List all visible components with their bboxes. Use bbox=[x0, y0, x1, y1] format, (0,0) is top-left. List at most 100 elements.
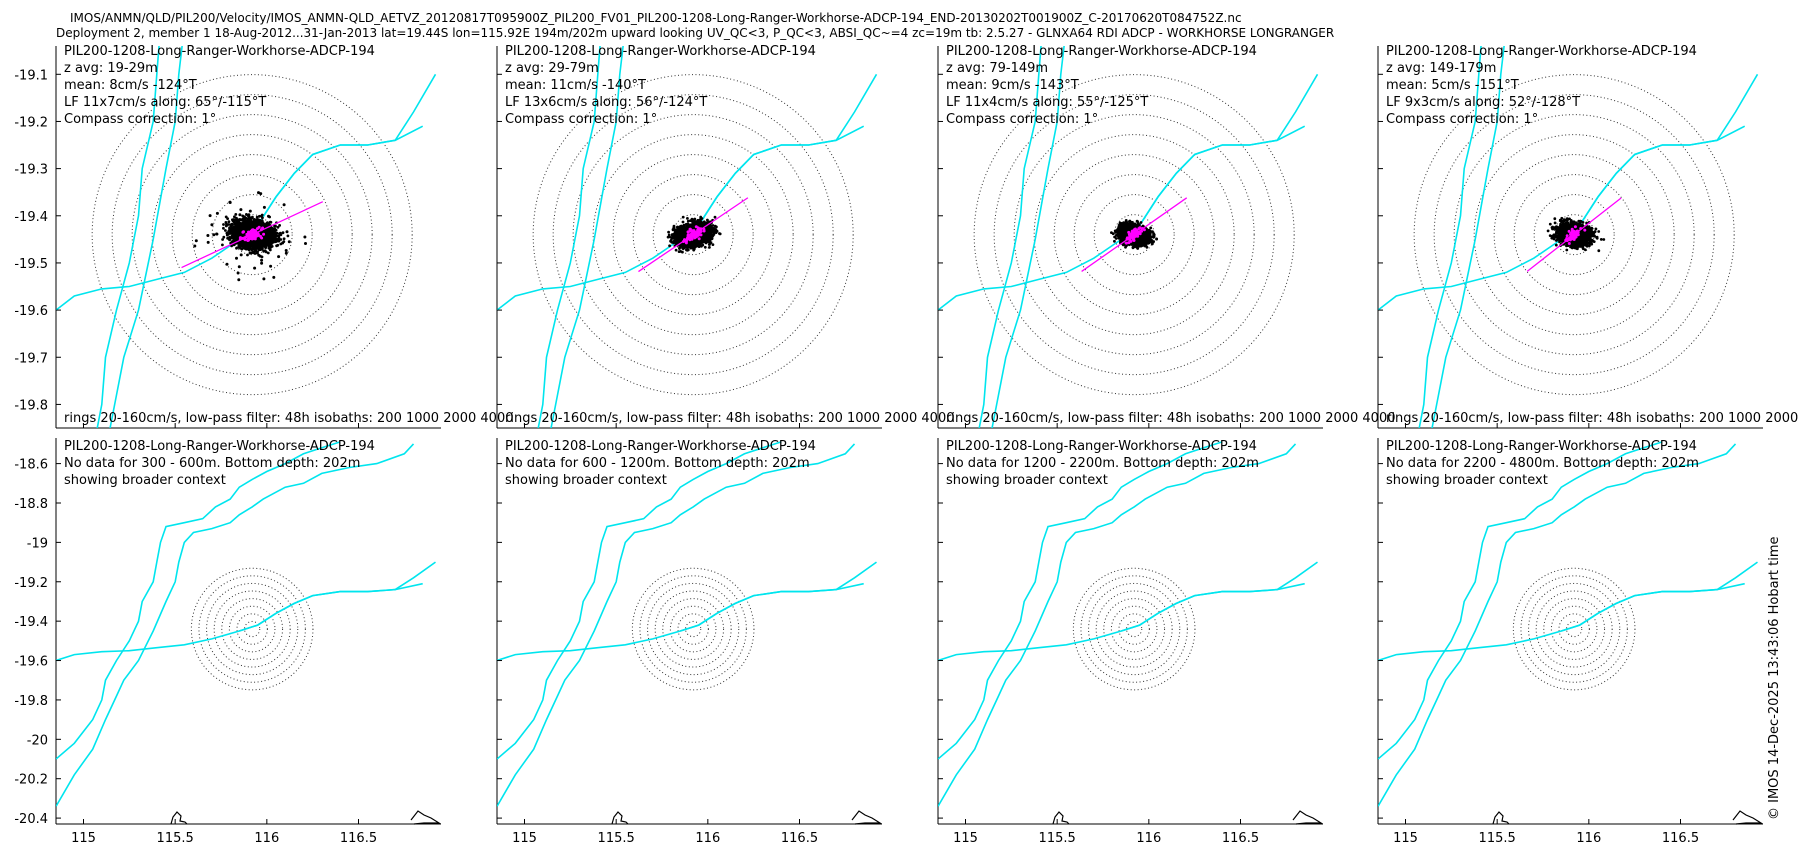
y-tick-label: -19.5 bbox=[14, 257, 48, 272]
top-panel-1-isobath-1000 bbox=[109, 46, 183, 428]
scatter-point bbox=[681, 247, 685, 251]
scatter-point bbox=[264, 246, 268, 250]
scatter-point bbox=[233, 215, 236, 219]
scatter-point bbox=[273, 227, 276, 231]
panel-footer-legend: rings 20-160cm/s, low-pass filter: 48h i… bbox=[64, 411, 514, 426]
scatter-point bbox=[246, 225, 250, 229]
scatter-point bbox=[276, 225, 280, 229]
scatter-point bbox=[256, 242, 259, 246]
scatter-outlier bbox=[253, 266, 257, 270]
scatter-point bbox=[235, 230, 239, 234]
scatter-point bbox=[269, 234, 272, 238]
scatter-point bbox=[231, 232, 234, 236]
scatter-point bbox=[237, 228, 241, 232]
scatter-point bbox=[265, 229, 269, 233]
scatter-point bbox=[278, 232, 281, 236]
scatter-point bbox=[226, 236, 230, 240]
top-panel-2-isobath-4000 bbox=[679, 73, 878, 241]
credit-stamp: © IMOS 14-Dec-2025 13:43:06 Hobart time bbox=[1767, 536, 1782, 820]
scatter-point bbox=[222, 235, 226, 239]
scatter-point bbox=[708, 246, 711, 249]
scatter-point bbox=[242, 223, 246, 226]
scatter-outlier bbox=[262, 205, 266, 209]
scatter-outlier bbox=[239, 253, 243, 257]
scatter-outlier bbox=[284, 249, 288, 252]
scatter-point bbox=[239, 225, 242, 229]
scatter-point bbox=[681, 250, 684, 254]
scatter-point bbox=[230, 236, 234, 240]
scatter-point bbox=[685, 248, 689, 252]
lowpass-point bbox=[249, 229, 253, 233]
scatter-outlier bbox=[260, 261, 264, 265]
top-panel-1-ring bbox=[191, 174, 313, 296]
scatter-point bbox=[269, 246, 272, 249]
scatter-point bbox=[248, 251, 252, 255]
scatter-point bbox=[221, 238, 225, 241]
scatter-point bbox=[268, 220, 272, 224]
scatter-point bbox=[708, 229, 712, 233]
scatter-point bbox=[238, 222, 242, 226]
scatter-outlier bbox=[260, 258, 264, 262]
lowpass-point bbox=[257, 233, 261, 237]
scatter-point bbox=[253, 248, 257, 252]
scatter-outlier bbox=[281, 241, 285, 245]
panel-instrument-title: PIL200-1208-Long-Ranger-Workhorse-ADCP-1… bbox=[64, 44, 375, 59]
scatter-point bbox=[247, 245, 251, 249]
scatter-outlier bbox=[237, 278, 241, 282]
scatter-outlier bbox=[237, 265, 241, 269]
scatter-point bbox=[266, 236, 270, 240]
scatter-point bbox=[667, 230, 670, 234]
scatter-point bbox=[715, 225, 718, 229]
top-panel-2: PIL200-1208-Long-Ranger-Workhorse-ADCP-1… bbox=[496, 44, 955, 429]
scatter-point bbox=[263, 240, 267, 244]
y-tick-label: -19.8 bbox=[14, 398, 48, 413]
lowpass-point bbox=[261, 226, 265, 230]
scatter-outlier bbox=[258, 254, 262, 258]
panel-stat-line: z avg: 19-29m bbox=[64, 61, 158, 76]
top-panel-1-ring bbox=[91, 74, 413, 396]
scatter-outlier bbox=[287, 240, 291, 244]
y-tick-label: -19.4 bbox=[14, 210, 48, 225]
y-tick-label: -19.1 bbox=[14, 68, 48, 83]
scatter-outlier bbox=[236, 271, 240, 275]
panel-stat-line: mean: 8cm/s -124°T bbox=[64, 78, 197, 93]
scatter-point bbox=[282, 237, 286, 241]
top-panel-1-ring bbox=[151, 134, 353, 336]
scatter-point bbox=[286, 234, 290, 238]
lowpass-point bbox=[242, 230, 245, 234]
scatter-point bbox=[264, 250, 268, 254]
scatter-point bbox=[281, 231, 285, 235]
top-panel-1-ring bbox=[111, 94, 393, 376]
scatter-point bbox=[243, 246, 247, 250]
scatter-outlier bbox=[282, 203, 286, 207]
scatter-point bbox=[275, 237, 278, 241]
scatter-point bbox=[225, 231, 229, 235]
scatter-point bbox=[681, 215, 685, 219]
scatter-point bbox=[274, 224, 277, 228]
scatter-point bbox=[679, 244, 683, 248]
scatter-point bbox=[231, 226, 234, 229]
scatter-outlier bbox=[208, 214, 212, 218]
scatter-point bbox=[242, 241, 246, 245]
scatter-point bbox=[275, 244, 278, 248]
top-panel-1-isobath-2000 bbox=[96, 46, 160, 428]
scatter-point bbox=[268, 248, 272, 252]
scatter-point bbox=[260, 221, 263, 225]
scatter-point bbox=[686, 217, 689, 220]
scatter-point bbox=[232, 238, 236, 242]
scatter-outlier bbox=[248, 209, 252, 213]
scatter-point bbox=[263, 223, 267, 226]
scatter-point bbox=[278, 224, 281, 227]
scatter-outlier bbox=[212, 233, 216, 237]
scatter-point bbox=[264, 243, 268, 247]
scatter-point bbox=[262, 243, 266, 247]
scatter-point bbox=[244, 216, 248, 220]
scatter-point bbox=[255, 215, 259, 219]
scatter-point bbox=[674, 248, 678, 252]
scatter-point bbox=[228, 227, 232, 231]
y-tick-label: -19.2 bbox=[14, 115, 48, 130]
top-panel-1: -19.1-19.2-19.3-19.4-19.5-19.6-19.7-19.8… bbox=[14, 44, 514, 429]
scatter-point bbox=[703, 245, 707, 249]
top-panel-1-ring bbox=[211, 194, 293, 276]
scatter-outlier bbox=[215, 211, 219, 215]
